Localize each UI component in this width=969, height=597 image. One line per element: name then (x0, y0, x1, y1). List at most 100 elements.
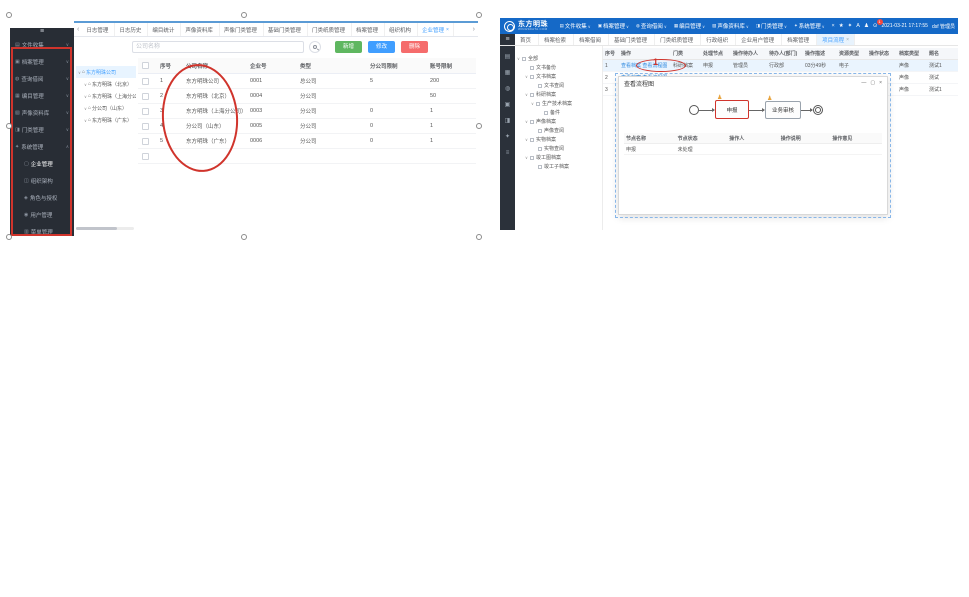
tree-checkbox[interactable] (530, 137, 534, 142)
workspace-tab[interactable]: 企业用户管理 (736, 34, 783, 45)
workspace-tab[interactable]: 声像资料库 (181, 23, 220, 36)
tree-checkbox[interactable] (544, 110, 548, 115)
table-cell[interactable]: 管理员 (731, 60, 767, 72)
table-cell[interactable] (368, 149, 428, 164)
table-cell[interactable]: 0004 (248, 89, 298, 104)
tree-checkbox[interactable] (530, 74, 534, 79)
tree-node[interactable]: 备件 (515, 108, 602, 117)
table-cell[interactable]: 0 (368, 104, 428, 119)
tree-node[interactable]: ∨ ⌂ 东方明珠（北京） (76, 78, 136, 90)
sidebar-menu-item[interactable]: ✦ 系统管理 ∧ (10, 138, 74, 155)
workspace-tab[interactable]: 组织机构 (385, 23, 418, 36)
workspace-tab[interactable]: 编目统计 (148, 23, 182, 36)
table-cell[interactable]: 5 (158, 134, 184, 149)
tab-close-icon[interactable]: × (446, 26, 449, 33)
table-cell[interactable]: 分公司 (298, 134, 368, 149)
tree-checkbox[interactable] (538, 164, 542, 169)
tree-checkbox[interactable] (536, 101, 540, 106)
favorite-star-icon[interactable]: ★ (838, 23, 844, 29)
sidebar-collapse-icon[interactable]: ≡ (39, 28, 45, 35)
sidebar-menu-item[interactable]: ◨ 门类管理 ∨ (10, 121, 74, 138)
tree-node[interactable]: ∨ ⌂ 东方明珠（上海分公司） (76, 90, 136, 102)
selection-handle[interactable] (241, 234, 247, 240)
table-cell[interactable]: 1 (603, 60, 619, 72)
flow-node-current[interactable]: ♟ 申报 (715, 95, 749, 119)
table-cell[interactable]: 1 (428, 134, 476, 149)
table-cell[interactable]: 分公司（山东） (184, 119, 248, 134)
table-cell[interactable]: 分公司 (298, 119, 368, 134)
caret-icon[interactable]: ∨ (517, 56, 520, 61)
caret-icon[interactable]: ∨ (525, 74, 528, 79)
selection-handle[interactable] (476, 12, 482, 18)
table-cell[interactable]: 行政部 (767, 60, 803, 72)
table-cell[interactable]: 电子 (837, 60, 867, 72)
caret-icon[interactable]: ∨ (525, 92, 528, 97)
tree-node[interactable]: ∨ 生产技术档案 (515, 99, 602, 108)
table-cell[interactable]: 声像 (897, 72, 927, 84)
table-cell[interactable]: 3 (158, 104, 184, 119)
tree-node[interactable]: ∨ 全部 (515, 54, 602, 63)
caret-icon[interactable]: ∨ (78, 69, 81, 75)
selection-handle[interactable] (241, 12, 247, 18)
sidebar-menu-item[interactable]: ▤ 文件收集 ∨ (10, 36, 74, 53)
sidebar-collapse-icon[interactable]: ≡ (500, 34, 515, 45)
sidebar-menu-item[interactable]: ▧ 声像资料库 ∨ (10, 104, 74, 121)
table-cell[interactable]: 东方明珠公司 (184, 74, 248, 89)
caret-icon[interactable]: ∨ (84, 105, 87, 111)
caret-icon[interactable]: ∨ (84, 93, 87, 99)
sidebar-menu-item[interactable]: ◍ 查询借阅 ∨ (10, 70, 74, 87)
header-menu-item[interactable]: ▤ 文件收集 ∨ (556, 18, 594, 34)
rail-icon[interactable]: ◨ (504, 118, 511, 124)
workspace-tab[interactable]: 档案借阅 (574, 34, 610, 45)
workspace-tab[interactable]: 基础门类管理 (264, 23, 308, 36)
table-cell[interactable]: 分公司 (298, 89, 368, 104)
right-screenshot[interactable]: 东方明珠 WINGSDATA.COM ▤ 文件收集 ∨ ▣ 档案管理 ∨ ◍ 查… (500, 18, 958, 230)
header-menu-item[interactable]: ▧ 声像资料库 ∨ (709, 18, 753, 34)
action-button[interactable]: 修改 (368, 41, 396, 53)
selection-handle[interactable] (6, 12, 12, 18)
workspace-tab[interactable]: 档案管理 (782, 34, 818, 45)
tree-checkbox[interactable] (530, 92, 534, 97)
fullscreen-icon[interactable]: × (831, 23, 835, 29)
tree-checkbox[interactable] (522, 56, 526, 61)
tree-node[interactable]: 实物查阅 (515, 144, 602, 153)
action-button[interactable]: 新增 (335, 41, 363, 53)
selection-handle[interactable] (476, 234, 482, 240)
table-cell[interactable]: 申报 (701, 60, 731, 72)
tab-scroll-right-icon[interactable]: › (472, 26, 475, 33)
table-cell[interactable]: 03分49秒 (803, 60, 837, 72)
table-cell[interactable]: 测试1 (927, 84, 958, 96)
rail-icon[interactable]: ▦ (504, 70, 511, 76)
sidebar-menu-item[interactable]: ◫ 组织架构 (10, 172, 74, 189)
table-cell[interactable]: 0 (368, 134, 428, 149)
rail-icon[interactable]: ≡ (505, 150, 510, 156)
table-cell[interactable] (138, 119, 158, 134)
table-cell[interactable]: 测试1 (927, 60, 958, 72)
caret-icon[interactable]: ∨ (84, 81, 87, 87)
tree-checkbox[interactable] (530, 119, 534, 124)
table-cell[interactable]: 1 (428, 104, 476, 119)
user-icon[interactable]: ♟ (863, 23, 869, 29)
flow-node-next[interactable]: ♟ 业务审核 (765, 96, 801, 119)
workspace-tab[interactable]: 企业管理 × (418, 23, 454, 36)
header-menu-item[interactable]: ✦ 系统管理 ∨ (790, 18, 828, 34)
table-cell[interactable]: 分公司 (298, 104, 368, 119)
table-cell[interactable]: 5 (368, 74, 428, 89)
sidebar-menu-item[interactable]: ▢ 企业管理 (10, 155, 74, 172)
tree-node[interactable]: ∨ 科研档案 (515, 90, 602, 99)
table-cell[interactable] (248, 149, 298, 164)
table-cell[interactable]: 0001 (248, 74, 298, 89)
selection-handle[interactable] (6, 123, 12, 129)
table-cell[interactable]: 声像 (897, 84, 927, 96)
table-cell[interactable]: 声像 (897, 60, 927, 72)
tree-node[interactable]: 文书备份 (515, 63, 602, 72)
table-cell[interactable] (368, 89, 428, 104)
table-cell[interactable] (138, 104, 158, 119)
table-cell[interactable]: 总公司 (298, 74, 368, 89)
table-cell[interactable]: 50 (428, 89, 476, 104)
caret-icon[interactable]: ∨ (525, 137, 528, 142)
horizontal-scrollbar[interactable] (76, 227, 134, 230)
table-cell[interactable]: 0006 (248, 134, 298, 149)
header-menu-item[interactable]: ▦ 编目管理 ∨ (670, 18, 708, 34)
workspace-tab[interactable]: 日志历史 (115, 23, 149, 36)
